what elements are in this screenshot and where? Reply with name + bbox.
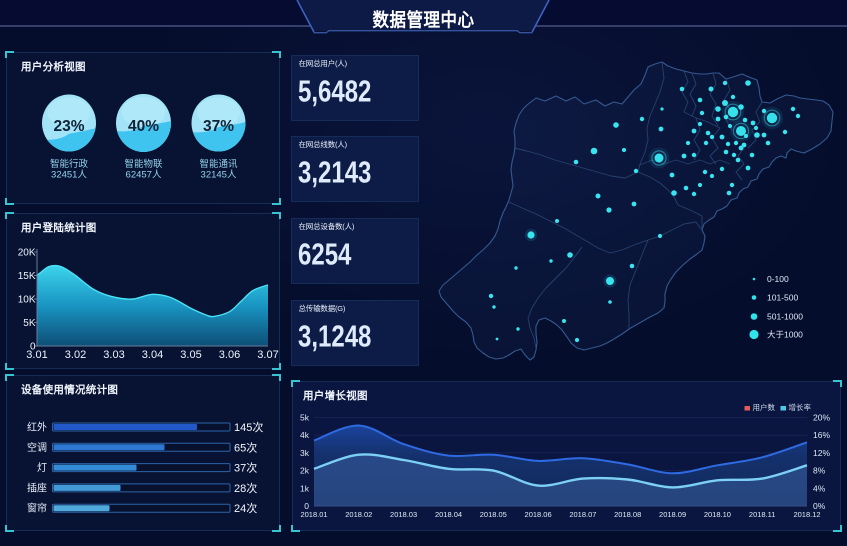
svg-text:40%: 40%: [128, 118, 159, 135]
svg-text:2018.11: 2018.11: [749, 510, 776, 519]
svg-text:灯: 灯: [37, 462, 47, 474]
svg-text:4%: 4%: [813, 483, 826, 493]
svg-text:32451人: 32451人: [51, 170, 87, 181]
svg-text:12%: 12%: [813, 448, 830, 458]
svg-text:窗帘: 窗帘: [27, 502, 47, 515]
svg-text:5K: 5K: [23, 318, 36, 329]
svg-text:智能物联: 智能物联: [124, 158, 163, 170]
svg-text:32145人: 32145人: [201, 170, 237, 181]
svg-text:3.02: 3.02: [65, 349, 86, 361]
svg-text:37%: 37%: [203, 118, 234, 135]
svg-text:24次: 24次: [234, 501, 257, 515]
svg-text:大于1000: 大于1000: [767, 330, 803, 340]
svg-text:0%: 0%: [813, 501, 826, 511]
svg-text:16%: 16%: [813, 430, 830, 440]
svg-text:2018.12: 2018.12: [793, 510, 820, 519]
svg-text:145次: 145次: [234, 420, 263, 434]
svg-text:8%: 8%: [813, 466, 826, 476]
svg-text:增长率: 增长率: [789, 402, 812, 412]
svg-text:23%: 23%: [53, 118, 84, 135]
svg-text:37次: 37次: [234, 461, 257, 475]
svg-text:501-1000: 501-1000: [767, 312, 803, 322]
svg-text:1k: 1k: [300, 483, 310, 493]
svg-text:15K: 15K: [18, 271, 36, 282]
svg-text:20K: 20K: [18, 248, 36, 259]
svg-text:2018.03: 2018.03: [390, 510, 417, 519]
svg-text:智能通讯: 智能通讯: [199, 158, 238, 170]
svg-text:3.04: 3.04: [142, 349, 163, 361]
svg-text:2018.06: 2018.06: [525, 510, 552, 519]
svg-text:2018.09: 2018.09: [659, 510, 686, 519]
svg-text:2018.07: 2018.07: [569, 510, 596, 519]
svg-text:2018.08: 2018.08: [614, 510, 641, 519]
svg-text:空调: 空调: [27, 441, 47, 454]
svg-text:65次: 65次: [234, 440, 257, 454]
svg-text:0-100: 0-100: [767, 274, 789, 284]
svg-text:2018.05: 2018.05: [480, 510, 507, 519]
svg-text:3.01: 3.01: [26, 349, 47, 361]
svg-text:红外: 红外: [27, 421, 47, 434]
svg-text:5k: 5k: [300, 413, 310, 423]
svg-text:20%: 20%: [813, 413, 830, 423]
svg-text:3.06: 3.06: [219, 349, 240, 361]
svg-text:2018.02: 2018.02: [345, 510, 372, 519]
svg-text:62457人: 62457人: [126, 170, 162, 181]
svg-text:2018.01: 2018.01: [300, 510, 327, 519]
svg-text:3k: 3k: [300, 448, 310, 458]
svg-text:4k: 4k: [300, 430, 310, 440]
svg-text:插座: 插座: [27, 481, 47, 494]
svg-text:3.05: 3.05: [180, 349, 201, 361]
svg-text:3.07: 3.07: [257, 349, 278, 361]
svg-text:10K: 10K: [18, 295, 36, 306]
svg-text:101-500: 101-500: [767, 293, 798, 303]
svg-text:0: 0: [304, 501, 309, 511]
svg-text:28次: 28次: [234, 481, 257, 495]
svg-text:智能行政: 智能行政: [50, 158, 89, 170]
svg-text:2018.04: 2018.04: [435, 510, 462, 519]
svg-text:2k: 2k: [300, 466, 310, 476]
svg-text:2018.10: 2018.10: [704, 510, 731, 519]
svg-text:0: 0: [30, 342, 36, 353]
svg-text:3.03: 3.03: [103, 349, 124, 361]
svg-text:用户数: 用户数: [753, 402, 776, 412]
